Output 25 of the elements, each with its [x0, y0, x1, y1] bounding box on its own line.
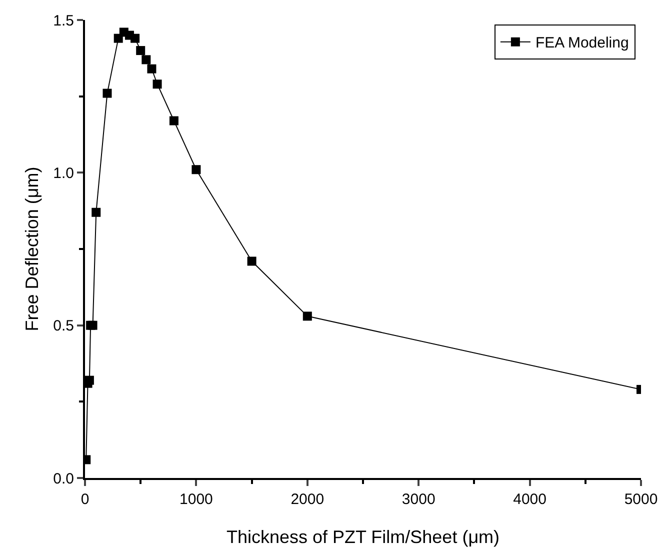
y-tick-label: 1.5: [53, 12, 74, 30]
x-tick-label: 0: [80, 491, 90, 508]
point: [102, 88, 112, 98]
point: [247, 256, 256, 266]
point: [192, 165, 201, 174]
y-tick-label: 0.0: [53, 470, 74, 488]
point: [152, 80, 162, 89]
point: [130, 34, 140, 43]
point: [302, 312, 312, 321]
x-tick-label: 4000: [513, 491, 546, 508]
x-tick-label: 1000: [180, 491, 213, 508]
point: [85, 376, 94, 385]
legend-label: FEA Modeling: [535, 34, 629, 52]
point: [147, 64, 156, 74]
x-tick-label: 2000: [290, 491, 324, 508]
point: [169, 116, 178, 126]
y-axis-title: Free Deflection (μm): [22, 166, 42, 332]
y-tick-label: 0.5: [53, 318, 74, 335]
point: [136, 46, 146, 56]
y-tick-label: 1.0: [53, 164, 74, 182]
x-tick-label: 3000: [402, 491, 436, 508]
point: [92, 208, 101, 217]
point: [142, 55, 151, 64]
x-axis-title: Thickness of PZT Film/Sheet (μm): [226, 527, 500, 547]
x-tick-label: 5000: [624, 491, 658, 508]
